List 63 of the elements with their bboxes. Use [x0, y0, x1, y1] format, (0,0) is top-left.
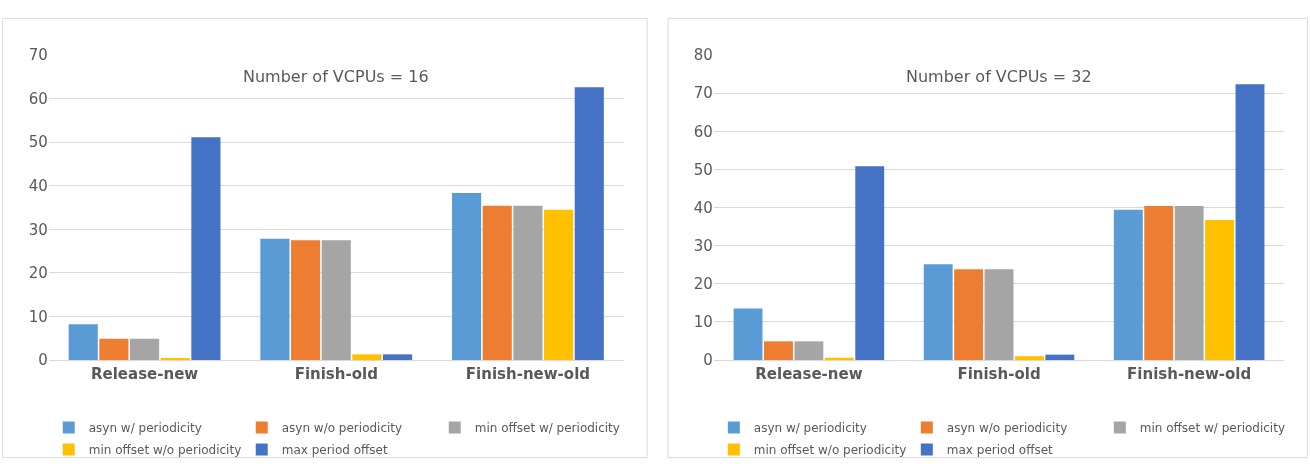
x-tick-label: Finish-old	[294, 365, 378, 383]
legend-label: min offset w/o periodicity	[753, 443, 907, 458]
bar	[482, 205, 512, 360]
bar	[984, 269, 1014, 360]
y-tick-label: 50	[28, 133, 48, 152]
x-tick-label: Finish-new-old	[1127, 365, 1252, 383]
bar	[68, 324, 98, 360]
bar	[923, 264, 953, 360]
legend-label: max period offset	[946, 443, 1054, 458]
bar	[452, 193, 482, 360]
y-tick-label: 0	[38, 351, 48, 370]
y-tick-label: 50	[693, 160, 713, 179]
x-tick-label: Finish-old	[957, 365, 1041, 383]
bar	[1144, 205, 1174, 360]
y-tick-label: 80	[693, 46, 713, 65]
y-tick-label: 20	[28, 264, 48, 283]
legend-label: asyn w/ periodicity	[753, 421, 867, 436]
y-tick-label: 0	[703, 351, 713, 370]
bar	[383, 354, 413, 360]
bar	[544, 209, 574, 360]
bar	[1045, 354, 1075, 360]
y-tick-label: 30	[28, 220, 48, 239]
bar	[99, 338, 129, 360]
y-tick-label: 40	[693, 198, 713, 217]
y-tick-label: 40	[28, 176, 48, 195]
bar	[574, 87, 604, 360]
y-tick-label: 10	[28, 307, 48, 326]
text: Number of VCPUs = 16	[243, 67, 429, 86]
bar	[260, 238, 290, 360]
legend-label: min offset w/ periodicity	[474, 421, 620, 436]
bar	[352, 354, 382, 360]
y-tick-label: 60	[28, 89, 48, 108]
legend-label: asyn w/ periodicity	[88, 421, 202, 436]
bar	[954, 269, 984, 360]
legend-label: max period offset	[281, 443, 388, 458]
legend-label: min offset w/ periodicity	[1139, 421, 1286, 436]
bar	[1235, 84, 1265, 360]
text: Number of VCPUs = 32	[906, 67, 1092, 86]
bar	[1113, 209, 1143, 360]
bar	[130, 338, 160, 360]
bar	[794, 341, 824, 360]
x-tick-label: Release-new	[755, 365, 863, 383]
x-tick-label: Release-new	[90, 365, 199, 383]
legend-label: asyn w/o periodicity	[281, 421, 403, 436]
y-tick-label: 70	[693, 84, 713, 103]
y-tick-label: 20	[693, 275, 713, 293]
bar	[291, 240, 321, 360]
bar	[513, 205, 543, 360]
bar	[191, 137, 221, 360]
legend-label: min offset w/o periodicity	[88, 443, 242, 458]
bar	[855, 166, 885, 360]
y-tick-label: 10	[693, 313, 713, 332]
bar	[764, 341, 793, 360]
bar	[1205, 220, 1235, 360]
bar	[321, 240, 351, 360]
y-tick-label: 70	[28, 46, 48, 65]
bar	[1014, 356, 1044, 360]
bar	[733, 308, 763, 360]
bar	[1174, 205, 1204, 360]
y-tick-label: 60	[693, 122, 713, 141]
y-tick-label: 30	[693, 236, 713, 255]
legend-label: asyn w/o periodicity	[946, 421, 1068, 436]
x-tick-label: Finish-new-old	[465, 365, 591, 383]
